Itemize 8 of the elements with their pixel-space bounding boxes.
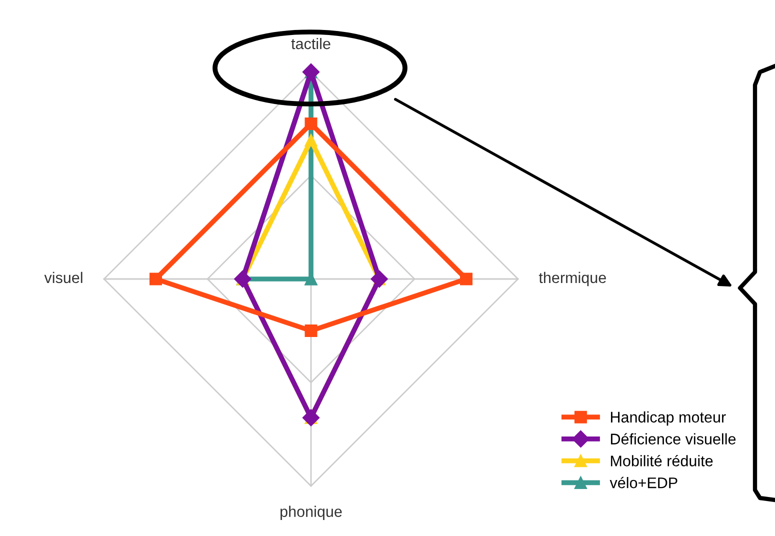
- spoke-label: visuel: [44, 272, 82, 284]
- spoke-label: tactile: [291, 38, 330, 50]
- spoke-label: phonique: [280, 506, 342, 520]
- legend-label: Déficience visuelle: [610, 433, 736, 444]
- legend-label: Mobilité réduite: [610, 454, 713, 466]
- legend-label: Handicap moteur: [610, 411, 726, 426]
- spoke-label: thermique: [538, 272, 606, 286]
- legend-label: vélo+EDP: [610, 476, 678, 488]
